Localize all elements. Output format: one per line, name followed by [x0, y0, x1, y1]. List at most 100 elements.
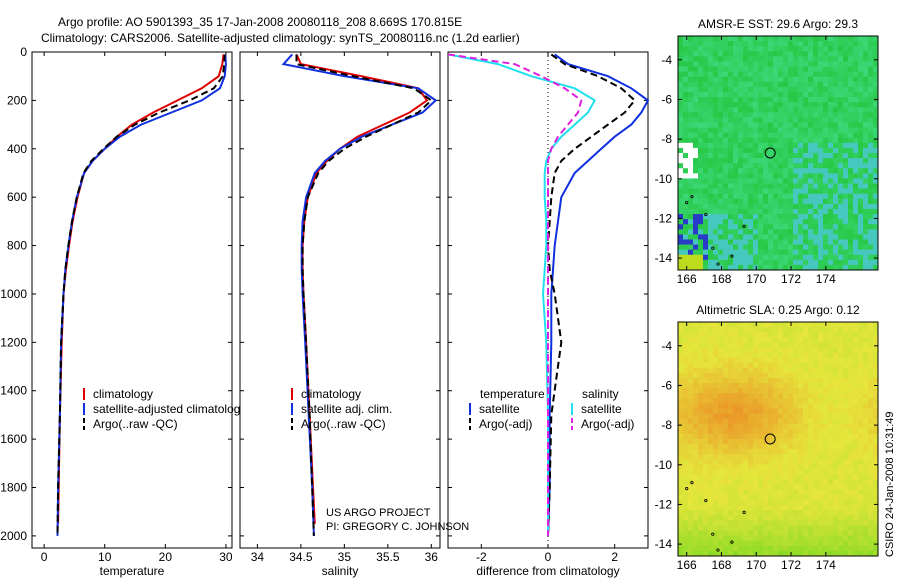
map-cell [808, 347, 814, 353]
map-cell [788, 515, 794, 521]
map-cell [713, 545, 719, 552]
map-cell [743, 500, 749, 506]
map-cell [798, 515, 804, 521]
x-tick-label: 170 [746, 272, 766, 286]
map-cell [693, 97, 699, 103]
map-cell [808, 474, 814, 481]
y-tick-label: 800 [7, 239, 27, 253]
map-cell [848, 188, 854, 195]
map-cell [858, 107, 864, 113]
map-cell [713, 474, 719, 481]
map-cell [693, 393, 699, 399]
map-cell [823, 183, 829, 190]
map-cell [733, 337, 739, 343]
map-cell [818, 229, 824, 235]
map-cell [738, 36, 744, 42]
map-cell [788, 459, 794, 465]
map-cell [713, 454, 719, 460]
map-cell [698, 337, 704, 343]
map-cell [868, 168, 874, 174]
map-cell [863, 188, 869, 195]
map-cell [798, 61, 804, 67]
map-cell [738, 545, 744, 552]
map-cell [868, 51, 874, 57]
map-cell [868, 249, 874, 256]
map-cell [848, 36, 854, 42]
map-cell [843, 454, 849, 460]
map-cell [718, 66, 724, 73]
map-cell [723, 132, 729, 139]
map-cell [713, 81, 719, 88]
map-cell [753, 208, 759, 215]
map-cell [858, 500, 864, 506]
map-cell [853, 469, 859, 476]
map-cell [713, 102, 719, 108]
map-cell [813, 433, 819, 440]
map-cell [828, 66, 834, 73]
map-cell [688, 357, 694, 364]
map-cell [868, 403, 874, 409]
map-cell [738, 168, 744, 174]
map-cell [803, 444, 809, 450]
map-cell [693, 254, 699, 261]
map-cell [743, 219, 749, 225]
map-cell [703, 214, 709, 220]
map-cell [798, 332, 804, 338]
map-cell [778, 36, 784, 42]
map-cell [823, 173, 829, 179]
map-cell [763, 249, 769, 256]
map-cell [803, 464, 809, 470]
map-cell [748, 224, 754, 230]
map-cell [818, 530, 824, 537]
map-cell [818, 132, 824, 139]
map-cell [783, 137, 789, 144]
map-cell [678, 234, 684, 240]
map-cell [693, 147, 699, 154]
map-cell [703, 51, 709, 57]
map-cell [868, 494, 874, 501]
map-cell [738, 153, 744, 159]
map-cell [818, 423, 824, 430]
map-cell [718, 362, 724, 369]
map-cell [753, 46, 759, 52]
map-cell [813, 198, 819, 205]
map-cell [748, 61, 754, 67]
map-cell [718, 479, 724, 486]
map-cell [863, 408, 869, 414]
map-cell [818, 36, 824, 42]
map-cell [738, 444, 744, 450]
map-cell [783, 362, 789, 369]
map-cell [733, 530, 739, 537]
map-cell [678, 550, 684, 557]
map-cell [723, 46, 729, 52]
map-cell [748, 259, 754, 266]
map-cell [803, 244, 809, 251]
map-cell [803, 61, 809, 67]
map-cell [818, 398, 824, 404]
map-cell [863, 132, 869, 139]
map-cell [858, 403, 864, 409]
map-cell [773, 147, 779, 154]
map-cell [833, 352, 839, 359]
map-cell [848, 479, 854, 486]
map-cell [733, 479, 739, 486]
map-cell [733, 403, 739, 409]
map-cell [738, 413, 744, 420]
map-cell [843, 234, 849, 240]
map-cell [728, 76, 734, 83]
map-cell [723, 525, 729, 531]
map-cell [808, 56, 814, 62]
map-cell [783, 388, 789, 394]
map-cell [723, 428, 729, 435]
map-cell [783, 229, 789, 235]
map-cell [728, 46, 734, 52]
map-cell [793, 469, 799, 476]
map-cell [703, 327, 709, 333]
map-cell [758, 56, 764, 62]
map-cell [733, 46, 739, 52]
map-cell [768, 388, 774, 394]
map-cell [763, 234, 769, 240]
map-cell [823, 137, 829, 144]
map-cell [853, 540, 859, 547]
map-cell [708, 342, 714, 348]
